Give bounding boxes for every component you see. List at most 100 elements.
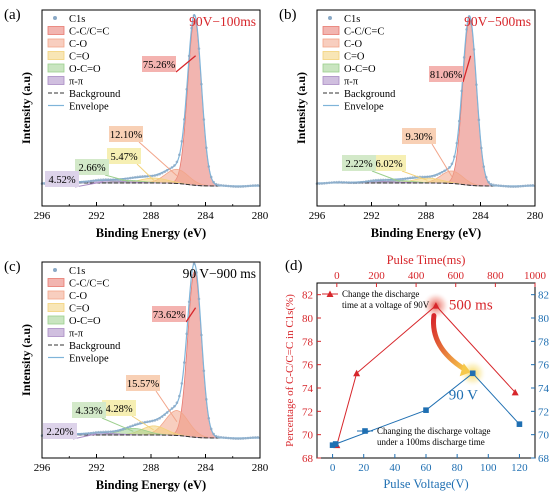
c1s-data-point (219, 435, 223, 439)
legend-swatch (47, 328, 65, 337)
xps-panel-3: 296 292 288 284 280 Binding Energy (eV) Intens… (4, 259, 269, 492)
c1s-data-point (133, 175, 137, 179)
c1s-data-point (79, 180, 83, 184)
y-axis-label: Intensity (a.u) (294, 72, 308, 144)
c1s-data-point (102, 178, 105, 181)
y2-tick-label: 82 (538, 290, 549, 302)
c1s-data-point (148, 420, 152, 423)
c1s-data-point (92, 431, 95, 435)
c1s-data-point (251, 184, 255, 187)
c1s-data-point (133, 423, 137, 427)
c1s-data-point (254, 184, 257, 187)
x-tick-label: 280 (252, 210, 269, 222)
c1s-data-point (92, 179, 95, 182)
x2-tick-label: 0 (334, 270, 340, 282)
y-tick-label: 78 (302, 336, 314, 348)
c1s-data-point (158, 416, 162, 420)
c1s-data-point (165, 411, 169, 414)
c1s-data-point (462, 56, 466, 59)
percent-label: 75.26% (143, 60, 176, 71)
c1s-data-point (381, 178, 385, 182)
c1s-data-point (318, 182, 321, 185)
x-tick-label: 100 (480, 462, 497, 474)
x-tick-label: 20 (358, 462, 370, 474)
legend-entry: C-O (47, 290, 88, 302)
c1s-data-point (158, 172, 162, 176)
y2-tick-label: 72 (538, 406, 549, 418)
legend-label: Background (69, 341, 121, 352)
legend-entry: C-O (47, 38, 88, 50)
legend-label: time at a voltage of 90V (342, 300, 430, 310)
c1s-data-point (440, 170, 444, 174)
legend-label: Envelope (69, 354, 109, 365)
c1s-data-point (489, 182, 493, 186)
c1s-data-point (384, 178, 387, 182)
legend-label: C-C/C=C (344, 27, 384, 38)
c1s-data-point (106, 178, 110, 181)
x-tick-label: 0 (330, 462, 336, 474)
c1s-data-point (82, 180, 85, 184)
c1s-data-point (195, 21, 198, 25)
c1s-data-point (87, 432, 90, 435)
c1s-data-point (200, 82, 203, 86)
c1s-data-point (163, 170, 166, 174)
x-tick-label: 288 (418, 210, 435, 222)
c1s-data-point (126, 177, 130, 180)
legend-label: under a 100ms discharge time (377, 437, 485, 447)
c1s-data-point (178, 153, 181, 157)
x-tick-label: 280 (252, 462, 269, 474)
c1s-data-point (511, 185, 515, 188)
c1s-data-point (507, 185, 510, 188)
x-tick-label: 60 (421, 462, 433, 474)
c1s-data-point (104, 178, 108, 181)
y2-tick-label: 70 (538, 430, 550, 442)
xps-panel-2: 296 292 288 284 280 Binding Energy (eV) Intens… (279, 7, 544, 240)
c1s-data-point (173, 164, 176, 167)
percent-label: 12.10% (110, 130, 143, 141)
legend-label: π-π (69, 77, 84, 88)
y2-tick-label: 68 (538, 453, 550, 465)
c1s-data-point (205, 398, 208, 401)
c1s-data-point (246, 436, 250, 440)
c1s-data-point (374, 178, 378, 182)
legend-marker (362, 428, 368, 434)
c1s-data-point (494, 183, 498, 187)
c1s-data-point (529, 184, 532, 187)
y-axis-label: Intensity (a.u) (19, 72, 33, 144)
series-point-voltage (516, 421, 523, 427)
c1s-data-point (192, 14, 196, 17)
c1s-data-point (477, 118, 481, 122)
c1s-data-point (214, 434, 218, 438)
legend-entry: C-C/C=C (322, 26, 384, 38)
legend-swatch (322, 63, 340, 73)
y-tick-label: 70 (302, 430, 314, 442)
legend-label: C=O (69, 52, 90, 63)
percent-box (402, 128, 436, 144)
c1s-data-point (79, 432, 83, 436)
c1s-data-point (514, 185, 517, 188)
c1s-data-point (484, 175, 488, 179)
c1s-data-point (104, 430, 108, 434)
c1s-data-point (448, 166, 451, 169)
y2-tick-label: 76 (538, 360, 550, 372)
c1s-data-point (222, 436, 225, 439)
percent-pointer (401, 170, 428, 181)
c1s-data-point (229, 436, 233, 440)
percent-pointer (175, 55, 197, 73)
percent-box (126, 375, 160, 391)
c1s-data-point (526, 184, 530, 187)
c1s-data-point (94, 431, 98, 434)
c1s-data-point (450, 162, 454, 166)
percent-pointer (155, 390, 178, 423)
legend-label: O-C=O (344, 64, 376, 75)
legend-entry: π-π (47, 76, 84, 88)
legend-label: Changing the discharge voltage (377, 426, 491, 436)
c1s-data-point (251, 436, 255, 439)
c1s-data-point (180, 382, 184, 385)
c1s-data-point (153, 419, 157, 422)
legend-swatch (47, 26, 65, 35)
c1s-data-point (229, 184, 233, 188)
c1s-data-point (102, 430, 105, 434)
c1s-data-point (519, 184, 522, 188)
legend-label: Background (69, 89, 121, 100)
